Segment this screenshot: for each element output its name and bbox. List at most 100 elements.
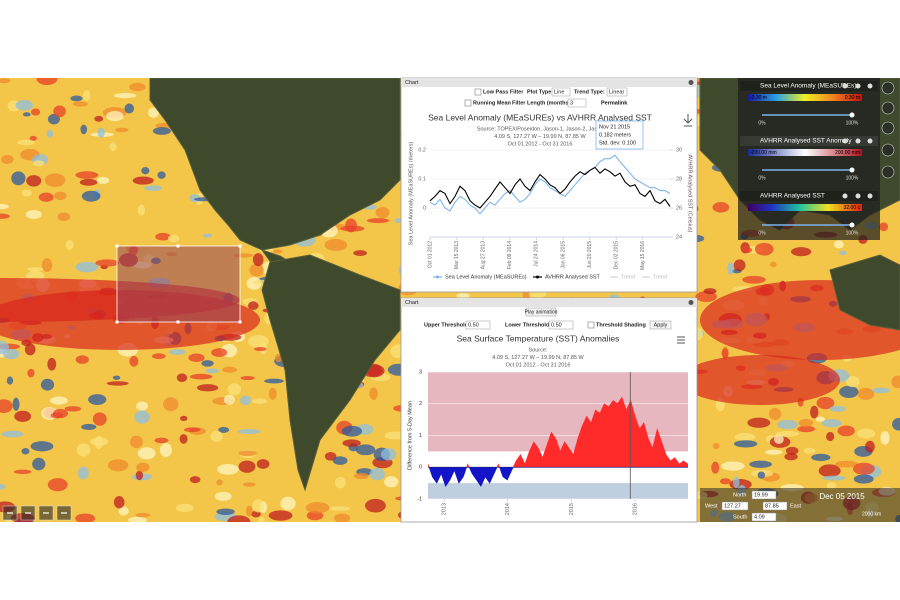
ocean-pattern: [137, 447, 156, 460]
ocean-pattern: [880, 431, 890, 445]
ocean-pattern: [822, 475, 846, 481]
ocean-pattern: [334, 513, 351, 522]
selection-handle[interactable]: [176, 244, 180, 248]
download-icon[interactable]: [683, 114, 693, 127]
chart-title: Sea Level Anomaly (MEaSUREs) vs AVHRR An…: [428, 112, 652, 122]
ocean-pattern: [109, 142, 117, 152]
slider-handle[interactable]: [849, 112, 855, 118]
x-tick-label: Feb 09 2014: [507, 241, 513, 269]
area-above: [428, 396, 688, 468]
warm-anomaly: [680, 355, 840, 405]
slider-handle[interactable]: [849, 167, 855, 173]
control-label: Threshold Shading: [596, 322, 646, 328]
window-titlebar: [401, 78, 697, 87]
ocean-pattern: [176, 373, 188, 382]
chart-window[interactable]: [400, 77, 698, 293]
ocean-pattern: [353, 472, 369, 480]
ocean-pattern: [798, 419, 814, 427]
selection-handle[interactable]: [238, 320, 242, 324]
ocean-pattern: [141, 167, 150, 175]
selection-handle[interactable]: [115, 244, 119, 248]
ocean-pattern: [1, 430, 24, 438]
layer-icon[interactable]: [867, 138, 873, 144]
series-line: [429, 166, 671, 209]
ocean-pattern: [852, 462, 875, 475]
selection-handle[interactable]: [238, 244, 242, 248]
ocean-pattern: [837, 425, 855, 437]
input[interactable]: [606, 87, 628, 97]
colorbar-min: -0.30 m: [750, 95, 767, 101]
ocean-pattern: [163, 397, 179, 412]
checkbox[interactable]: [464, 99, 472, 107]
checkbox[interactable]: [474, 88, 482, 96]
window-close[interactable]: [688, 300, 694, 305]
ocean-pattern: [70, 95, 83, 102]
layer-icon[interactable]: [867, 83, 873, 89]
input[interactable]: [567, 98, 587, 108]
x-tick-label: May 15 2016: [640, 241, 646, 270]
ocean-pattern: [64, 406, 82, 412]
input[interactable]: [465, 320, 491, 330]
button[interactable]: [649, 320, 672, 330]
ocean-pattern: [857, 387, 875, 400]
selection-box[interactable]: [116, 245, 241, 323]
ocean-pattern: [124, 103, 135, 114]
coord-input[interactable]: [751, 512, 777, 522]
coord-value: 127.27: [724, 503, 741, 509]
y2-axis-title: AVHRR Analysed SST (Celsius): [687, 154, 693, 232]
ocean-pattern: [95, 259, 120, 267]
side-button[interactable]: [881, 81, 895, 95]
button[interactable]: [525, 307, 557, 317]
ocean-pattern: [36, 78, 58, 86]
ocean-pattern: [329, 506, 351, 511]
ocean-pattern: [334, 476, 346, 489]
ocean-pattern: [0, 399, 13, 414]
checkbox[interactable]: [587, 321, 595, 329]
layer-icon[interactable]: [842, 138, 848, 144]
tooltip: [595, 120, 644, 150]
ocean-pattern: [332, 456, 348, 465]
ocean-pattern: [175, 503, 194, 513]
layer-name: Sea Level Anomaly (MEaSUREs): [760, 83, 856, 90]
side-button[interactable]: [881, 165, 895, 179]
layer-icon[interactable]: [855, 83, 861, 89]
layer-icon[interactable]: [842, 83, 848, 89]
ocean-pattern: [75, 513, 96, 522]
side-button[interactable]: [881, 101, 895, 115]
ocean-pattern: [218, 426, 230, 433]
ocean-pattern: [183, 427, 201, 433]
ocean-pattern: [136, 462, 150, 473]
window-close[interactable]: [688, 80, 694, 85]
y-tick-label: -1: [417, 496, 422, 502]
input[interactable]: [548, 320, 574, 330]
ocean-pattern: [216, 479, 223, 486]
ocean-pattern: [52, 408, 69, 419]
ocean-pattern: [154, 437, 169, 444]
slider-handle[interactable]: [849, 222, 855, 228]
selection-handle[interactable]: [176, 320, 180, 324]
layer-icon[interactable]: [867, 193, 873, 199]
side-button[interactable]: [881, 121, 895, 135]
menu-icon[interactable]: [677, 336, 685, 344]
coord-input[interactable]: [721, 501, 749, 511]
ocean-pattern: [6, 376, 14, 385]
ocean-pattern: [256, 459, 270, 469]
layer-icon[interactable]: [855, 193, 861, 199]
coord-input[interactable]: [751, 490, 777, 500]
x-tick-label: Aug 27 2013: [480, 241, 486, 270]
ocean-pattern: [238, 450, 257, 457]
ocean-pattern: [0, 483, 6, 490]
input[interactable]: [551, 87, 571, 97]
ocean-pattern: [75, 171, 99, 179]
ocean-pattern: [81, 190, 101, 202]
layer-icon[interactable]: [855, 138, 861, 144]
side-button[interactable]: [881, 143, 895, 157]
selection-handle[interactable]: [115, 320, 119, 324]
coord-input[interactable]: [762, 501, 788, 511]
ocean-pattern: [50, 396, 68, 405]
ocean-pattern: [118, 506, 129, 516]
layer-icon[interactable]: [842, 193, 848, 199]
ocean-pattern: [80, 124, 88, 135]
input-value: 3: [570, 100, 573, 106]
